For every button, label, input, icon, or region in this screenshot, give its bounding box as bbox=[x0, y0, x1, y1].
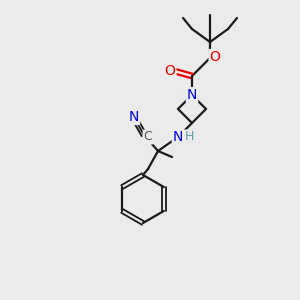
Text: N: N bbox=[173, 130, 183, 144]
Text: O: O bbox=[165, 64, 176, 78]
Text: N: N bbox=[187, 88, 197, 102]
Text: O: O bbox=[210, 50, 220, 64]
Text: N: N bbox=[129, 110, 139, 124]
Text: C: C bbox=[144, 130, 152, 143]
Text: H: H bbox=[184, 130, 194, 143]
